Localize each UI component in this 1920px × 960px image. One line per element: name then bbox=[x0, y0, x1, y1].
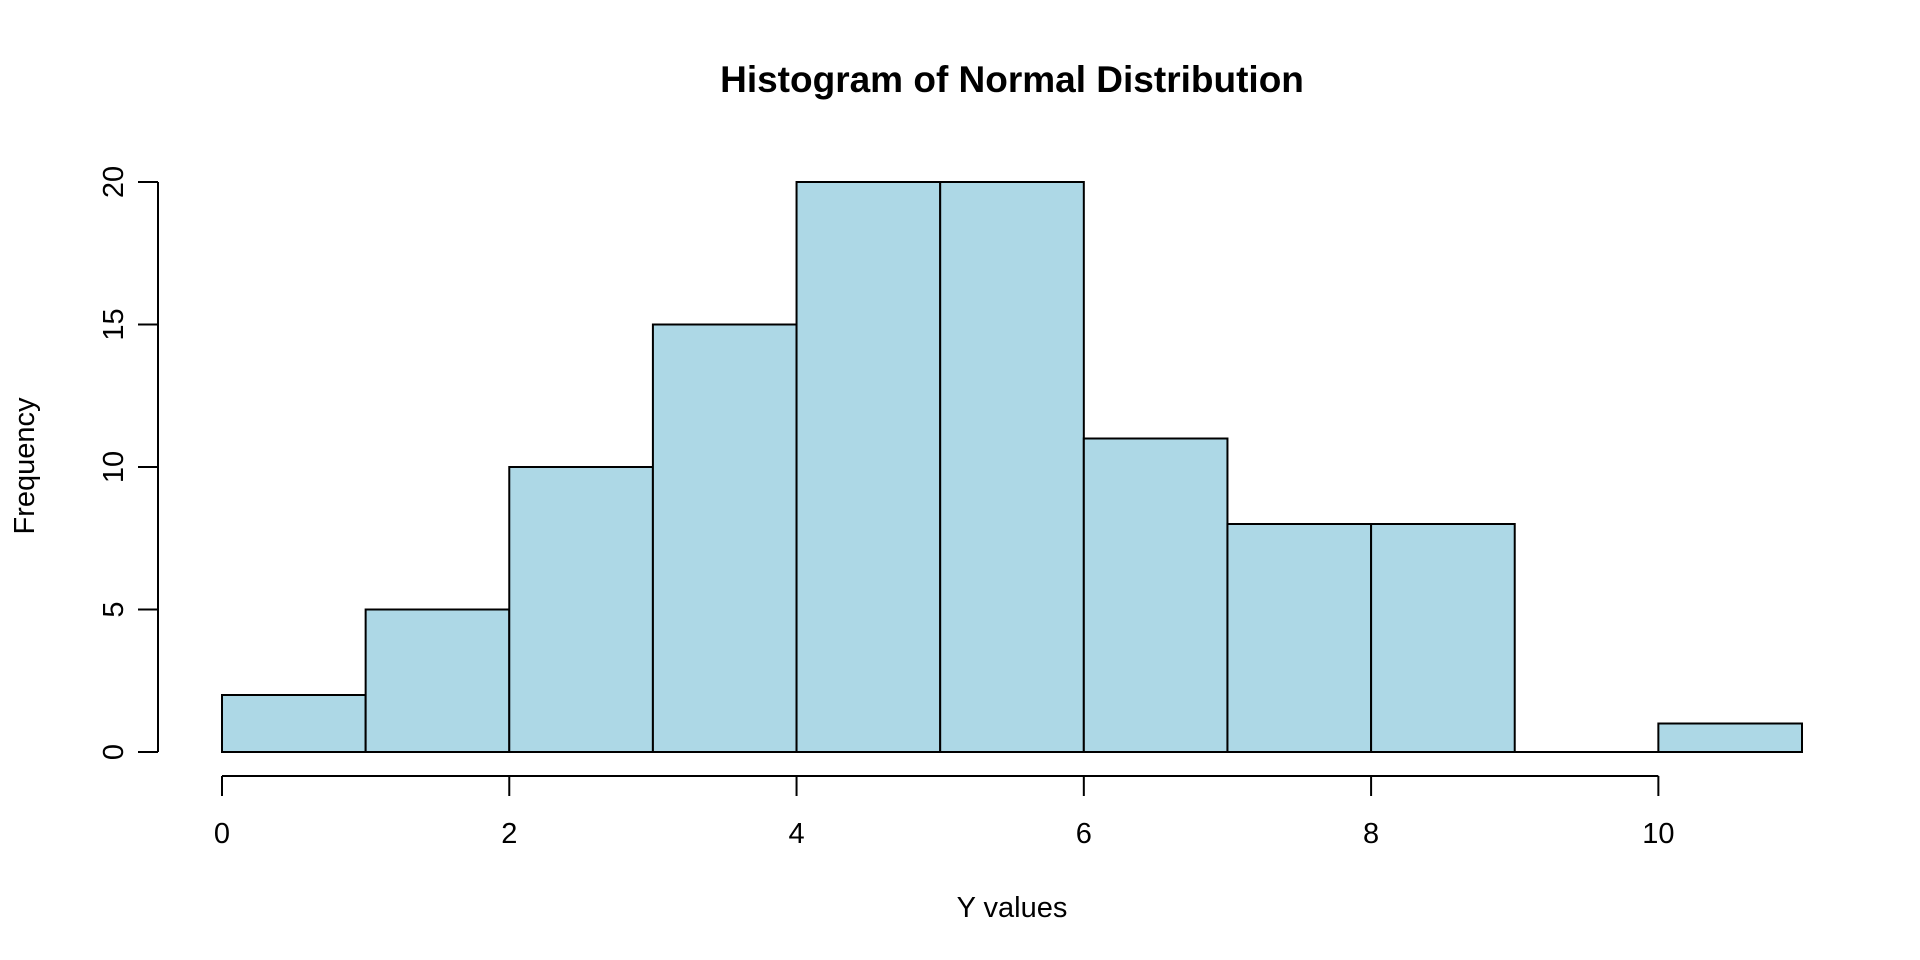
y-axis-label: Frequency bbox=[9, 397, 41, 535]
x-tick-label: 10 bbox=[1642, 818, 1674, 850]
histogram-bar bbox=[508, 466, 654, 753]
x-tick-label: 4 bbox=[788, 818, 804, 850]
y-tick-label: 0 bbox=[98, 744, 130, 760]
x-tick-label: 6 bbox=[1076, 818, 1092, 850]
chart-title: Histogram of Normal Distribution bbox=[720, 59, 1304, 100]
histogram-bar bbox=[1370, 523, 1516, 753]
x-tick-label: 2 bbox=[501, 818, 517, 850]
x-tick-label: 8 bbox=[1363, 818, 1379, 850]
y-tick-label: 20 bbox=[98, 166, 130, 198]
bars-group bbox=[221, 181, 1804, 753]
histogram-bar bbox=[364, 608, 511, 753]
histogram-bar bbox=[939, 181, 1085, 753]
x-tick-label: 0 bbox=[214, 818, 230, 850]
y-tick-label: 10 bbox=[98, 451, 130, 483]
x-axis-label: Y values bbox=[957, 892, 1068, 924]
histogram-bar bbox=[651, 323, 798, 753]
histogram-bar bbox=[1226, 523, 1373, 753]
histogram-bar bbox=[221, 694, 367, 753]
y-tick-label: 15 bbox=[98, 308, 130, 340]
y-tick-label: 5 bbox=[98, 601, 130, 617]
histogram-bar bbox=[795, 181, 942, 753]
y-axis: 0 5 10 15 20 bbox=[98, 166, 159, 760]
histogram-bar bbox=[1082, 437, 1229, 753]
histogram-bar bbox=[1657, 722, 1804, 753]
x-axis: 0 2 4 6 8 10 bbox=[214, 775, 1674, 850]
